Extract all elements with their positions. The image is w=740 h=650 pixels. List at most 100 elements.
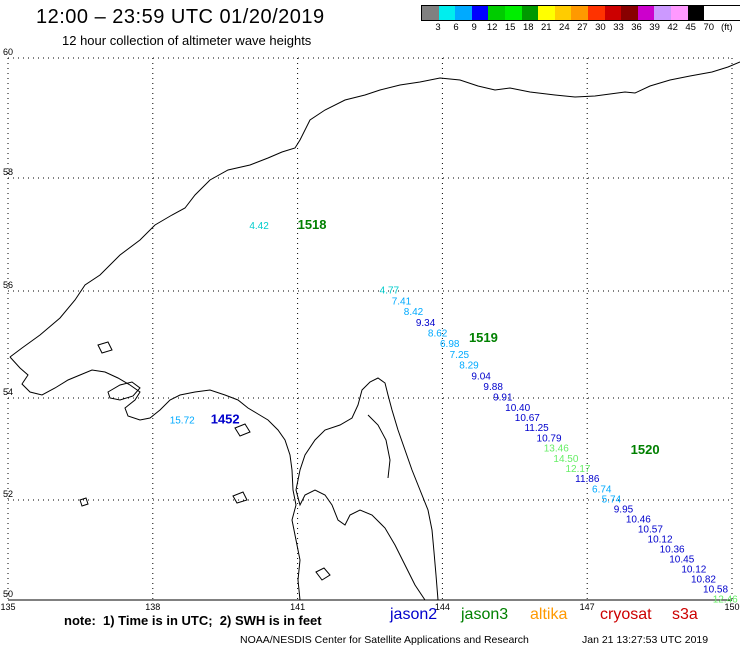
lon-tick-label: 144 [435,602,450,612]
legend-swatch [587,6,605,20]
map-title: 12:00 – 23:59 UTC 01/20/2019 [36,6,325,28]
wave-height-label: 10.79 [537,433,562,444]
pass-time-labels: 1518 1519 1452 1520 [211,217,660,457]
legend-swatches [421,5,740,21]
lat-tick-label: 50 [3,589,13,599]
legend-swatch [670,6,688,20]
legend-label: 15 [504,22,516,33]
wave-height-label: 9.95 [614,505,634,516]
pass-time-label: 1520 [631,442,660,457]
lat-tick-label: 56 [3,280,13,290]
legend-labels: 3 6 9 12 15 18 21 24 27 30 33 36 39 42 45 70 (ft) [421,21,740,35]
wave-height-label: 6.74 [592,484,612,495]
legend-swatch [455,6,472,20]
lon-tick-label: 141 [290,602,305,612]
wave-height-label: 10.58 [703,585,728,596]
wave-height-label: 10.82 [691,575,716,586]
satellite-name-cryosat: cryosat [600,606,652,623]
wave-height-label: 8.29 [459,361,479,372]
legend-label: 3 [435,22,441,33]
legend-label: 45 [685,22,696,33]
wave-height-label: 12.17 [565,464,590,475]
lat-tick-label: 52 [3,489,13,499]
wave-height-label: 9.34 [416,318,436,329]
wave-height-label: 13.46 [544,444,569,455]
satellite-name-altika: altika [530,606,568,623]
legend-swatch [604,6,622,20]
pass-time-label: 1452 [211,412,240,427]
satellite-name-jason2: jason2 [390,606,438,623]
coastline-mainland-south [9,356,301,601]
pass-time-label: 1518 [298,217,327,232]
pass-time-label: 1519 [469,330,498,345]
wave-height-label: 9.04 [471,371,491,382]
wave-height-label: 12.46 [713,595,738,606]
legend-swatch [422,6,439,20]
wave-height-legend: 3 6 9 12 15 18 21 24 27 30 33 36 39 42 45 70 (ft) [421,5,740,35]
wave-height-label: 7.41 [392,296,412,307]
wave-height-label: 11.25 [524,423,549,434]
wave-height-label: 10.57 [638,525,663,536]
latitude-labels: 60 58 56 54 52 50 [3,47,13,599]
wave-height-label: 4.77 [380,286,400,297]
coastline-sakhalin [295,377,439,601]
legend-label: 33 [613,22,624,33]
map-grid [7,57,733,601]
coastline-island-d [79,497,89,507]
coastline-island-c [232,491,248,504]
wave-height-label: 10.46 [626,515,651,526]
lat-tick-label: 54 [3,387,13,397]
legend-swatch [538,6,555,20]
lon-tick-label: 135 [0,602,15,612]
map-subtitle: 12 hour collection of altimeter wave hei… [62,33,312,48]
coastline-shantar-islands [107,381,141,401]
legend-swatch [471,6,489,20]
legend-label: 12 [486,22,498,33]
generation-timestamp: Jan 21 13:27:53 UTC 2019 [582,634,709,646]
wave-height-readings: 4.42 4.777.418.429.348.626.987.258.299.04… [170,221,738,606]
wave-height-label: 10.40 [505,403,530,414]
legend-swatch [554,6,572,20]
lon-tick-label: 147 [580,602,595,612]
legend-label: (ft) [720,22,733,33]
footer-note: note: 1) Time is in UTC; 2) SWH is in fe… [64,613,322,628]
credit-line: NOAA/NESDIS Center for Satellite Applica… [240,634,529,646]
lon-tick-label: 150 [724,602,739,612]
coastline-river-mouth [315,567,331,581]
longitude-labels: 135 138 141 144 147 150 [0,602,739,612]
legend-label: 42 [667,22,678,33]
legend-label: 18 [522,22,534,33]
legend-label: 27 [577,22,588,33]
legend-label: 9 [471,22,477,33]
legend-swatch [488,6,505,20]
legend-label: 24 [559,22,570,33]
wave-height-label: 7.25 [450,350,470,361]
legend-label: 30 [595,22,606,33]
legend-label: 39 [649,22,660,33]
wave-height-label: 10.12 [681,565,706,576]
coastline-mainland [9,61,740,358]
wave-height-label: 9.91 [493,393,513,404]
wave-height-label: 11.86 [575,474,600,485]
wave-height-label: 5.74 [602,495,622,506]
coastline-island-b [234,423,251,437]
legend-swatch [654,6,671,20]
legend-label: 70 [703,22,715,33]
satellite-name-s3a: s3a [672,606,698,623]
legend-swatch [504,6,522,20]
wave-height-label: 4.42 [249,221,269,232]
wave-height-label: 10.36 [660,545,685,556]
wave-height-label: 14.50 [553,454,578,465]
legend-swatch [571,6,588,20]
legend-swatch [521,6,539,20]
coastline-sakhalin-bay [367,414,391,479]
wave-height-label: 9.88 [483,382,503,393]
wave-height-label: 8.42 [404,307,424,318]
satellite-name-jason3: jason3 [461,606,509,623]
wave-height-label: 6.98 [440,339,460,350]
legend-label: 21 [541,22,552,33]
coastline-island-a [97,341,113,354]
lat-tick-label: 58 [3,167,13,177]
